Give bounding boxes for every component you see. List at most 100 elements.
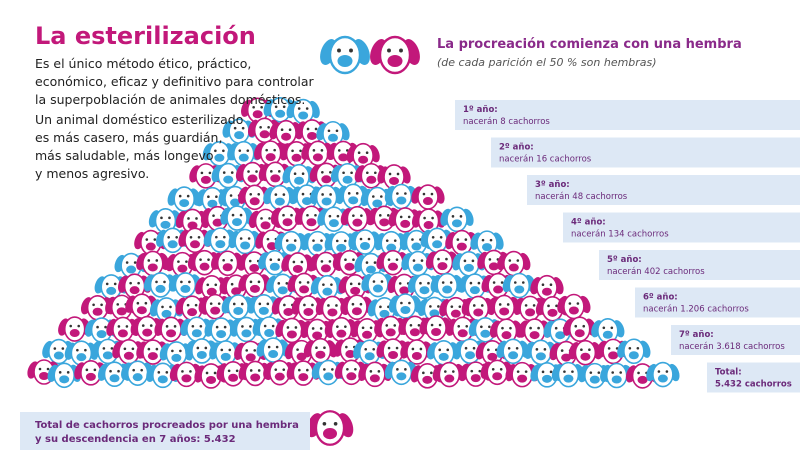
- dog-eye: [359, 237, 363, 241]
- dog-eye: [263, 324, 267, 328]
- dog-eye: [508, 259, 512, 262]
- dog-icon: [411, 184, 445, 210]
- dog-nose: [270, 174, 281, 183]
- dog-nose: [117, 329, 128, 338]
- dog-eye: [420, 259, 424, 262]
- steps: [455, 100, 800, 393]
- dog-eye: [214, 149, 217, 153]
- benefit-line: Un animal doméstico esterilizado: [35, 112, 243, 127]
- dog-eye: [178, 194, 182, 198]
- dog-eye: [344, 325, 347, 328]
- dog-nose: [328, 219, 339, 228]
- dog-eye: [329, 170, 332, 174]
- dog-icon: [136, 250, 170, 277]
- dog-eye: [554, 326, 558, 330]
- dog-nose: [400, 306, 411, 315]
- dog-eye: [636, 346, 640, 350]
- dog-nose: [574, 329, 585, 338]
- dog-eye: [222, 171, 226, 174]
- dog-nose: [386, 243, 397, 252]
- dog-nose: [336, 329, 347, 338]
- dog-eye: [100, 303, 103, 307]
- dog-eye: [171, 349, 174, 353]
- dog-eye: [619, 371, 622, 374]
- dog-nose: [292, 264, 303, 273]
- dog-eye: [259, 126, 262, 129]
- dog-nose: [411, 242, 422, 251]
- dog-eye: [399, 215, 403, 219]
- dog-eye: [665, 370, 669, 373]
- dog-nose: [369, 374, 380, 383]
- dog-eye: [352, 214, 355, 217]
- dog-eye: [238, 149, 242, 152]
- dog-nose: [249, 264, 260, 273]
- dog-eye: [367, 237, 371, 241]
- dog-eye: [355, 192, 359, 195]
- dog-eye: [296, 348, 299, 351]
- dog-eye: [58, 371, 62, 374]
- dog-nose: [85, 372, 96, 381]
- dog-eye: [351, 302, 355, 306]
- dog-nose: [411, 351, 422, 360]
- dog-eye: [179, 349, 182, 353]
- dog-icon: [377, 164, 411, 190]
- step-band: [635, 287, 800, 318]
- dog-nose: [372, 284, 383, 293]
- step-band: [491, 137, 800, 168]
- dog-eye: [547, 304, 550, 308]
- dog-eye: [498, 303, 502, 306]
- dog-nose: [206, 287, 217, 296]
- dog-icon: [306, 410, 354, 446]
- dog-eye: [524, 370, 528, 373]
- dog-eye: [132, 368, 135, 372]
- dog-eye: [372, 347, 376, 351]
- dog-nose: [366, 175, 377, 184]
- dog-nose: [589, 375, 600, 384]
- dog-eye: [611, 371, 614, 374]
- dog-nose: [230, 198, 241, 207]
- dog-nose: [157, 375, 168, 384]
- dog-nose: [299, 285, 310, 294]
- dog-eye: [189, 370, 192, 373]
- dog-icon: [282, 163, 316, 190]
- dog-eye: [320, 260, 324, 263]
- dog-eye: [408, 301, 411, 305]
- dog-eye: [269, 258, 273, 262]
- dog-eye: [286, 326, 290, 329]
- dog-eye: [320, 149, 324, 152]
- dog-eye: [260, 105, 263, 109]
- dog-eye: [249, 280, 253, 284]
- dog-eye: [273, 148, 276, 152]
- dog-nose: [247, 174, 258, 183]
- dog-eye: [488, 325, 491, 329]
- dog-eye: [385, 324, 389, 327]
- dog-eye: [208, 171, 212, 175]
- dog-eye: [507, 347, 511, 350]
- dog-eye: [145, 238, 149, 241]
- dog-nose: [352, 218, 363, 227]
- dog-eye: [409, 323, 413, 327]
- dog-eye: [404, 368, 407, 371]
- dog-icon: [376, 249, 410, 276]
- step-detail: nacerán 8 cachorros: [463, 117, 550, 127]
- dog-eye: [125, 261, 129, 264]
- dog-eye: [301, 172, 305, 176]
- dog-eye: [582, 324, 586, 328]
- dog-eye: [373, 261, 377, 264]
- dog-nose: [547, 308, 558, 317]
- dog-icon: [320, 35, 370, 75]
- dog-eye: [69, 324, 73, 328]
- dog-eye: [255, 170, 258, 173]
- dog-eye: [456, 238, 460, 241]
- dog-eye: [331, 368, 334, 371]
- dog-eye: [571, 370, 574, 373]
- dog-eye: [372, 280, 376, 283]
- dog-nose: [161, 309, 172, 318]
- dog-eye: [480, 304, 484, 307]
- dog-eye: [472, 304, 476, 307]
- dog-eye: [369, 370, 373, 373]
- dog-nose: [372, 199, 383, 208]
- dog-nose: [274, 372, 285, 381]
- dog-eye: [387, 258, 391, 261]
- dog-nose: [469, 286, 480, 295]
